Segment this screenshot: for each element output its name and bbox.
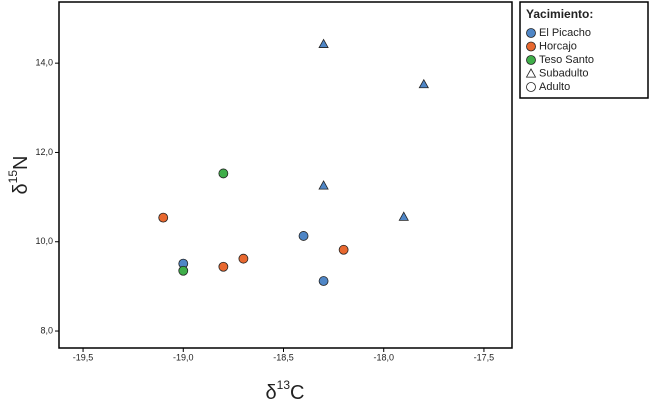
point	[158, 212, 169, 223]
x-label-tail: C	[290, 382, 304, 404]
y-tick-label: 10,0	[35, 236, 53, 246]
legend-title: Yacimiento:	[526, 7, 593, 21]
x-tick-label: -17,5	[474, 352, 495, 362]
y-tick-label: 8,0	[40, 325, 53, 335]
x-label-sup: 13	[277, 378, 291, 392]
y-tick-label: 14,0	[35, 58, 53, 68]
y-label-tail: N	[10, 156, 32, 170]
x-tick-label: -19,5	[73, 352, 94, 362]
legend-label: Teso Santo	[539, 54, 594, 66]
x-tick-label: -19,0	[173, 352, 194, 362]
legend-marker	[525, 68, 537, 78]
y-axis-label: δ15N	[6, 156, 32, 195]
point	[298, 231, 309, 241]
legend-label: El Picacho	[539, 27, 591, 39]
x-label-base: δ	[266, 382, 277, 404]
x-axis-label: δ13C	[266, 378, 305, 404]
legend-box	[519, 1, 649, 99]
point	[318, 180, 329, 190]
x-tick-label: -18,0	[373, 352, 394, 362]
legend-marker	[526, 41, 536, 52]
point	[318, 38, 329, 48]
y-tick-label: 12,0	[35, 147, 53, 157]
point	[238, 253, 249, 264]
point	[398, 211, 409, 221]
legend-label: Horcajo	[539, 40, 577, 52]
x-tick-label: -18,5	[273, 352, 294, 362]
plot-frame	[58, 1, 513, 349]
legend-marker	[526, 28, 536, 38]
legend-label: Adulto	[539, 81, 570, 93]
point	[338, 244, 349, 255]
y-label-base: δ	[10, 183, 32, 194]
legend-marker	[526, 55, 536, 65]
point	[178, 265, 189, 276]
point	[218, 261, 229, 272]
point	[318, 276, 329, 286]
point	[418, 78, 429, 89]
y-label-sup: 15	[6, 170, 20, 184]
legend-marker	[526, 82, 536, 92]
legend-label: Subadulto	[539, 67, 589, 79]
point	[218, 168, 229, 179]
